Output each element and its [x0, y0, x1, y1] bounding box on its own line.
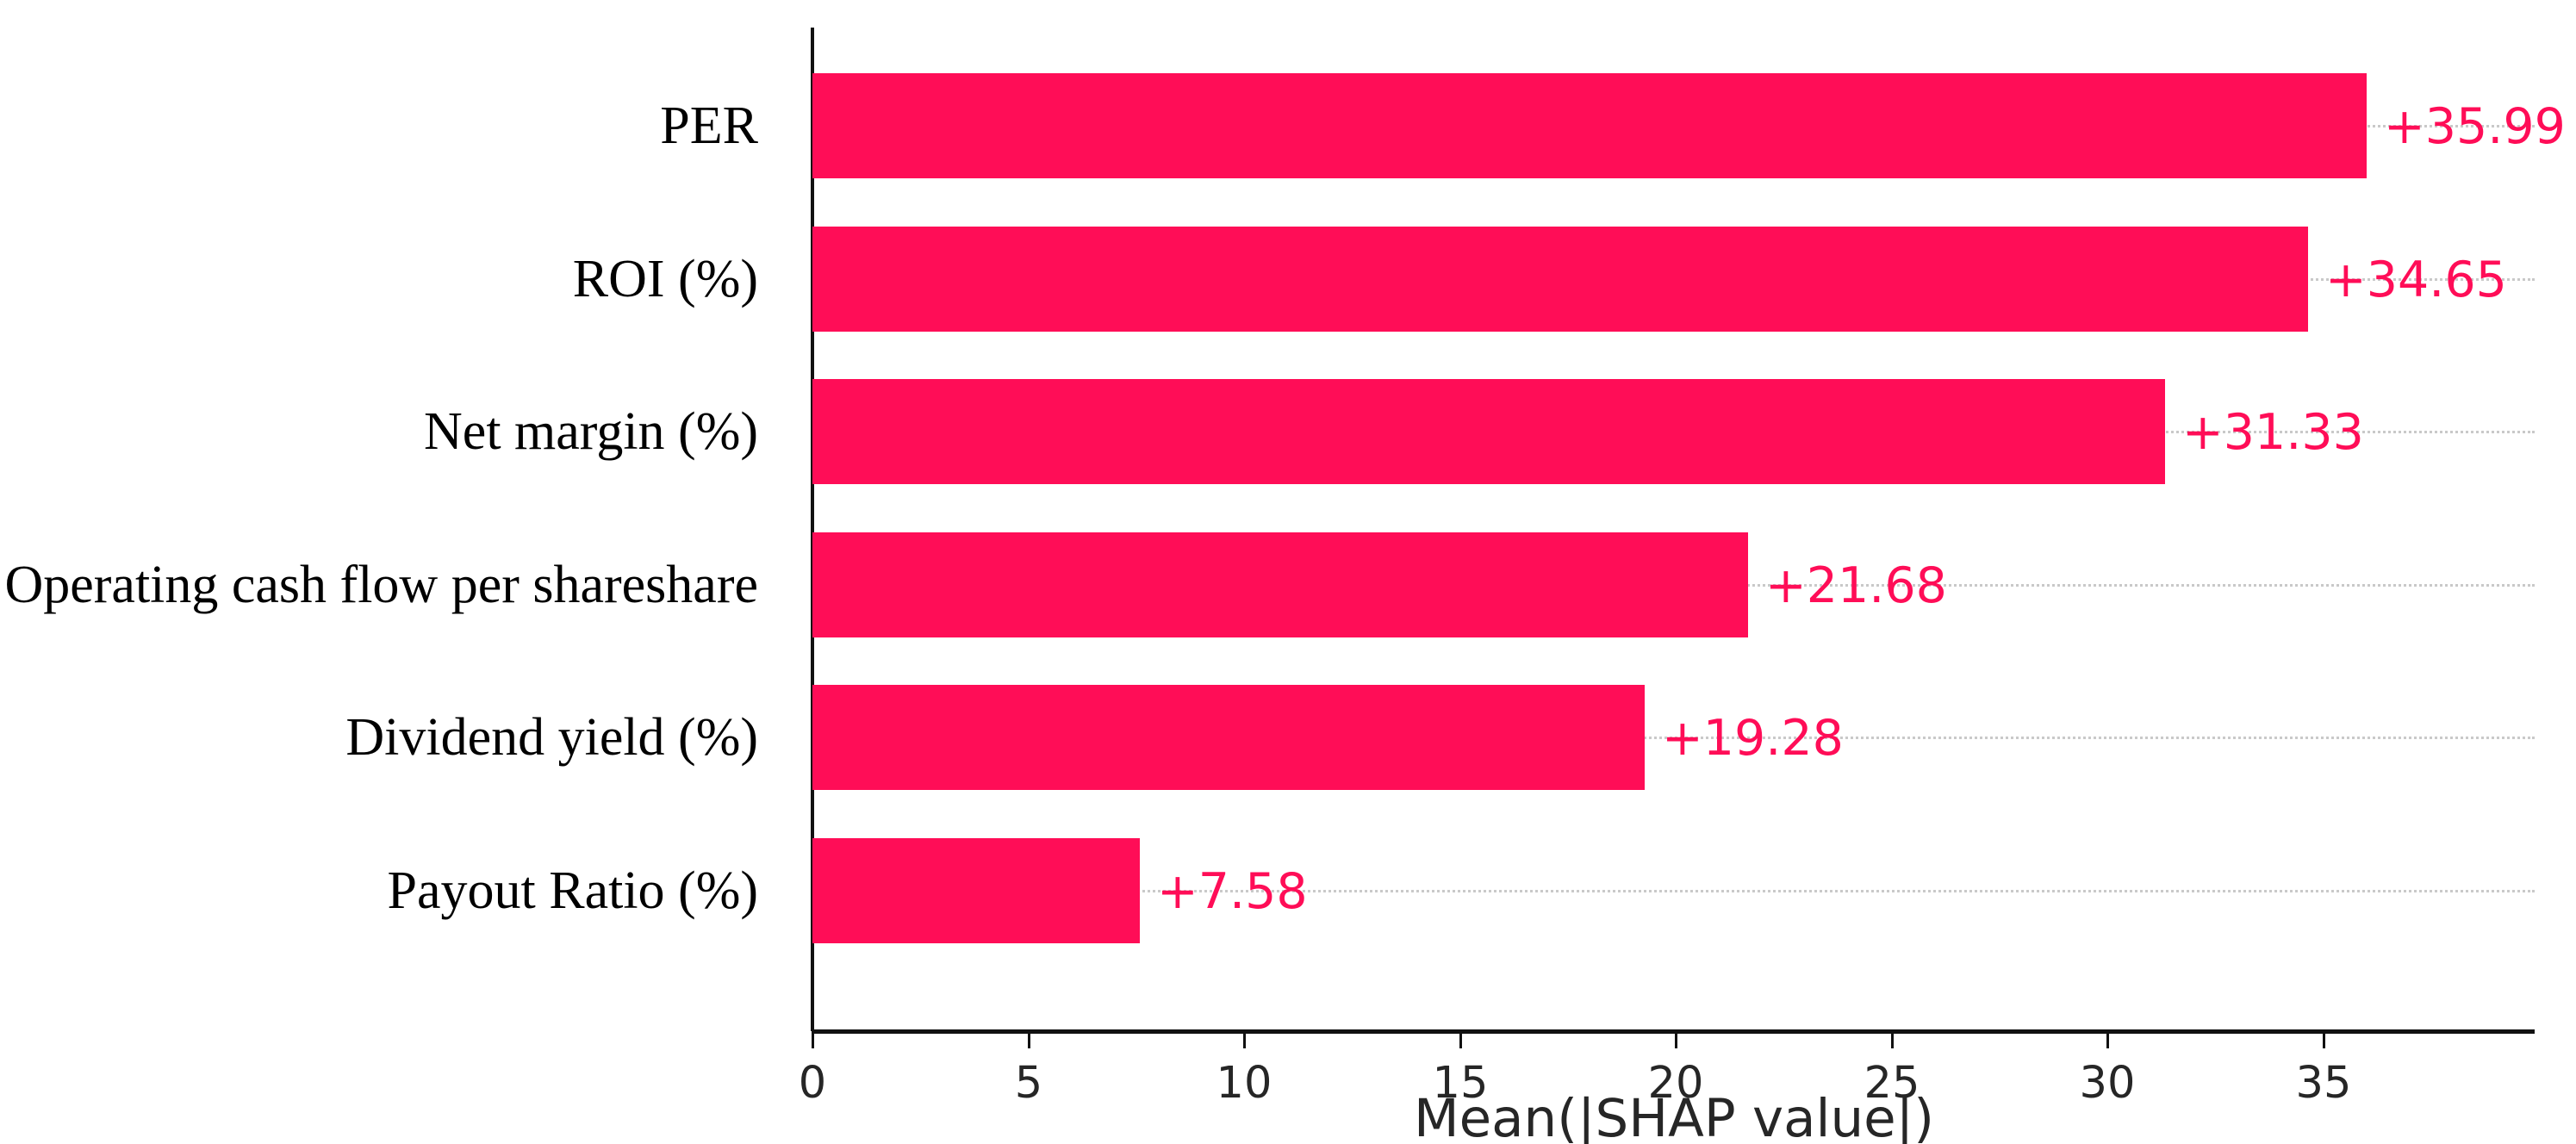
x-tick-label: 0: [798, 1058, 827, 1109]
row-gridline: [812, 737, 2535, 739]
x-tick-mark: [812, 1031, 814, 1048]
category-label: ROI (%): [572, 250, 758, 308]
value-label: +34.65: [2325, 252, 2507, 308]
category-label: PER: [660, 96, 758, 155]
x-tick-label: 30: [2079, 1058, 2136, 1109]
category-label: Net margin (%): [424, 402, 758, 461]
x-tick-label: 5: [1014, 1058, 1043, 1109]
x-axis-title: Mean(|SHAP value|): [1413, 1088, 1935, 1144]
x-tick-mark: [2323, 1031, 2325, 1048]
value-label: +35.99: [2384, 98, 2566, 155]
x-tick-mark: [1891, 1031, 1894, 1048]
bar: [812, 379, 2165, 484]
bar: [812, 227, 2308, 332]
x-axis-line: [812, 1029, 2535, 1034]
category-label: Dividend yield (%): [345, 708, 758, 767]
value-label: +21.68: [1765, 557, 1947, 614]
bar: [812, 838, 1140, 943]
x-tick-label: 10: [1216, 1058, 1272, 1109]
bar: [812, 532, 1748, 637]
y-axis-spine: [811, 28, 814, 1031]
value-label: +19.28: [1662, 710, 1844, 767]
x-tick-label: 15: [1432, 1058, 1489, 1109]
x-tick-mark: [2106, 1031, 2109, 1048]
x-tick-label: 25: [1864, 1058, 1920, 1109]
x-tick-mark: [1028, 1031, 1030, 1048]
value-label: +31.33: [2182, 404, 2364, 461]
bar: [812, 73, 2367, 178]
x-tick-label: 35: [2295, 1058, 2352, 1109]
x-tick-mark: [1459, 1031, 1462, 1048]
category-label: Operating cash flow per shareshare: [4, 556, 758, 614]
value-label: +7.58: [1157, 863, 1308, 920]
row-gridline: [812, 890, 2535, 892]
x-tick-mark: [1243, 1031, 1246, 1048]
x-tick-label: 20: [1647, 1058, 1704, 1109]
x-tick-mark: [1675, 1031, 1677, 1048]
category-label: Payout Ratio (%): [387, 861, 759, 920]
bar: [812, 685, 1645, 790]
